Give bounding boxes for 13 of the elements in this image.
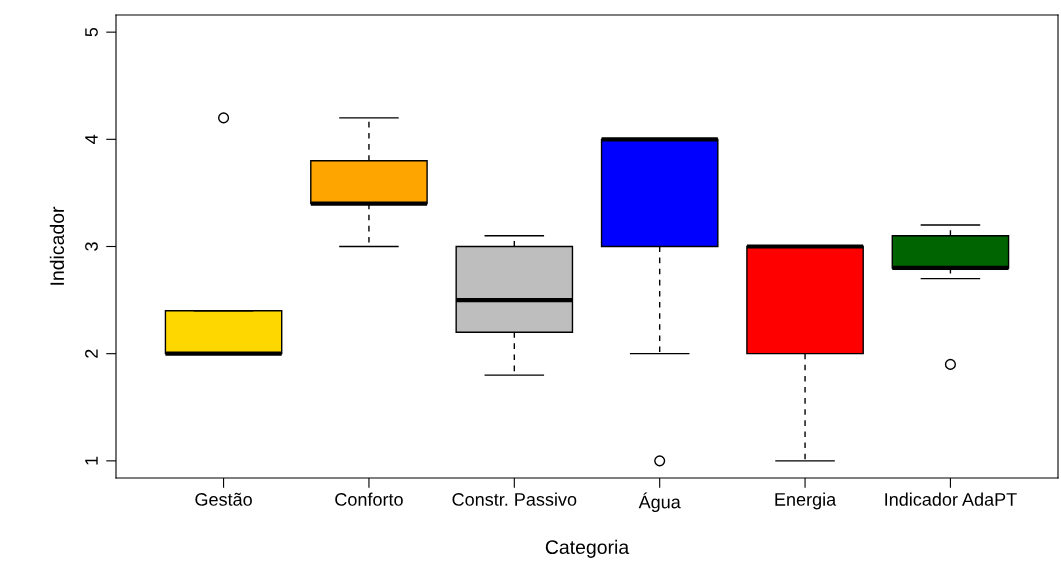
- y-axis-title: Indicador: [49, 206, 65, 285]
- x-tick-label: Água: [638, 492, 681, 512]
- x-tick-label: Conforto: [335, 492, 403, 506]
- x-axis-title: Categoria: [545, 539, 630, 558]
- x-tick-label: Indicador AdaPT: [885, 492, 1017, 506]
- y-tick-label: 3: [85, 242, 98, 251]
- y-tick-label: 5: [85, 27, 98, 37]
- x-tick-label: Gestão: [195, 492, 252, 506]
- y-tick-label: 2: [85, 349, 98, 358]
- y-tick-label: 4: [85, 134, 98, 144]
- x-tick-label: Constr. Passivo: [452, 492, 577, 506]
- x-tick-label: Energia: [775, 492, 837, 510]
- y-tick-label: 1: [85, 456, 98, 465]
